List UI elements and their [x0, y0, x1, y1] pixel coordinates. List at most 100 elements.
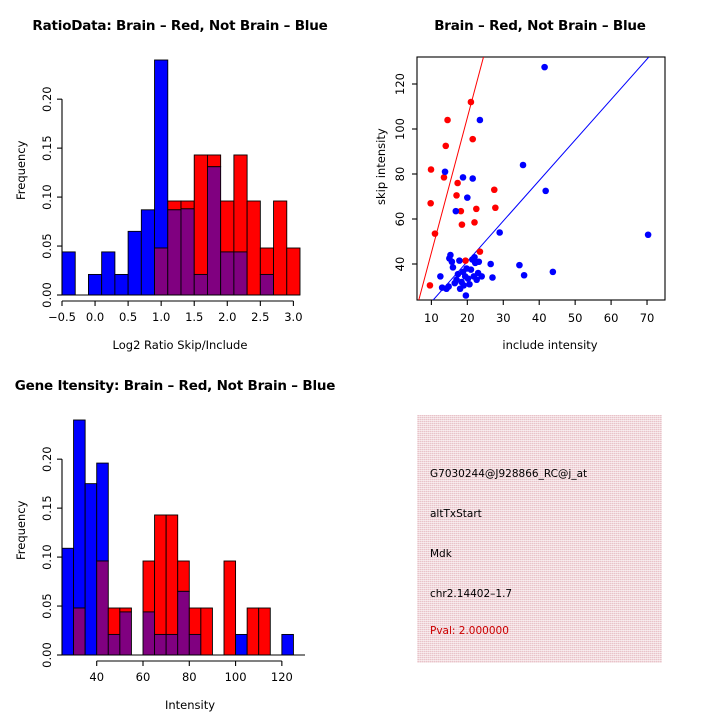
- scatter-content: [418, 57, 652, 300]
- y-tick-label: 0.20: [40, 446, 54, 472]
- x-tick-label: 40: [532, 311, 547, 325]
- x-tick-label: 100: [225, 670, 247, 684]
- scatter-point: [452, 207, 460, 215]
- scatter-point: [473, 276, 480, 284]
- scatter-point: [456, 257, 463, 264]
- scatter-point: [457, 207, 465, 215]
- y-tick-label: 120: [393, 73, 407, 95]
- scatter-point: [490, 186, 498, 194]
- scatter-point: [449, 264, 457, 271]
- scatter-point: [454, 179, 461, 187]
- scatter-point: [516, 261, 523, 269]
- scatter-point: [431, 230, 439, 237]
- scatter-point: [448, 258, 456, 266]
- histogram-bar: [127, 230, 142, 296]
- histogram-bar-overlap: [167, 209, 182, 296]
- y-tick-label: 0.05: [40, 593, 54, 619]
- histogram-bar-overlap: [188, 633, 202, 656]
- brain-fit-line: [418, 57, 484, 300]
- histogram-bar: [114, 273, 129, 296]
- scatter-point: [542, 187, 549, 195]
- histogram-bar: [281, 633, 294, 656]
- histogram-bar-overlap: [177, 590, 190, 656]
- ratio-histogram-plot: 0.00 0.05 0.10 0.15 0.20 −0.5 0.0 0.5 1.0 1.5 2.0 2…: [40, 59, 303, 324]
- scatter-point: [462, 292, 470, 299]
- scatter-point: [476, 248, 484, 255]
- scatter-point: [489, 274, 496, 281]
- x-tick-label: 120: [271, 670, 293, 684]
- y-tick-label: 0.15: [40, 135, 54, 161]
- histogram-bar: [259, 247, 275, 275]
- y-tick-label: 0.00: [40, 282, 54, 308]
- histogram-bar-overlap: [107, 633, 121, 656]
- histogram-bar: [200, 607, 213, 656]
- scatter-point: [447, 251, 454, 259]
- histogram-bar: [101, 251, 116, 296]
- info-event-type: altTxStart: [430, 508, 482, 520]
- x-tick-label: 0.5: [119, 310, 137, 324]
- y-tick-label: 0.10: [40, 544, 54, 570]
- panel-info: G7030244@J928866_RC@j_at altTxStart Mdk …: [360, 360, 720, 720]
- histogram-bar-overlap: [119, 611, 132, 656]
- histogram-bar-overlap: [73, 607, 86, 656]
- x-tick-label: 30: [496, 311, 511, 325]
- histogram-bar: [154, 59, 169, 249]
- scatter-point: [426, 282, 434, 289]
- info-probe-id: G7030244@J928866_RC@j_at: [430, 468, 588, 480]
- y-tick-label: 0.05: [40, 233, 54, 259]
- scatter-point: [462, 257, 469, 264]
- panel-gene-histogram: Gene Itensity: Brain – Red, Not Brain – …: [0, 360, 360, 720]
- scatter-point: [445, 283, 452, 290]
- histogram-bar: [107, 607, 121, 635]
- histogram-bar: [233, 154, 248, 253]
- x-tick-label: 80: [182, 670, 197, 684]
- scatter-point: [492, 204, 499, 212]
- scatter-point: [475, 258, 483, 266]
- y-tick-label: 60: [393, 212, 407, 227]
- scatter-point: [460, 282, 468, 289]
- x-tick-label: 2.0: [218, 310, 236, 324]
- scatter-point: [458, 221, 466, 228]
- scatter-point: [441, 168, 449, 176]
- x-tick-label: 1.0: [152, 310, 170, 324]
- scatter-point: [467, 266, 475, 273]
- y-tick-label: 0.10: [40, 184, 54, 210]
- histogram-bar-overlap: [142, 611, 156, 656]
- histogram-bar: [258, 607, 271, 656]
- histogram-bar-overlap: [96, 560, 109, 656]
- x-tick-label: 50: [568, 311, 583, 325]
- histogram-bar-overlap: [154, 247, 169, 296]
- ratio-histogram-title: RatioData: Brain – Red, Not Brain – Blue: [32, 18, 328, 34]
- histogram-bar: [177, 560, 190, 592]
- histogram-bar: [87, 273, 103, 296]
- gene-histogram-title: Gene Itensity: Brain – Red, Not Brain – …: [14, 378, 336, 394]
- x-tick-label: 3.0: [284, 310, 302, 324]
- scatter-point: [476, 116, 484, 124]
- scatter-point: [473, 205, 480, 213]
- y-tick-label: 0.15: [40, 495, 54, 521]
- x-tick-label: 60: [136, 670, 151, 684]
- histogram-bars: [61, 59, 301, 296]
- x-tick-label: 2.5: [251, 310, 269, 324]
- scatter-point: [471, 253, 478, 261]
- histogram-bar-overlap: [259, 273, 275, 296]
- panel-scatter: Brain – Red, Not Brain – Blue skip inten…: [360, 0, 720, 360]
- y-tick-label: 0.20: [40, 86, 54, 112]
- x-tick-label: 10: [424, 311, 439, 325]
- scatter-point: [644, 231, 652, 239]
- histogram-bar: [84, 483, 98, 656]
- histogram-bar: [273, 200, 288, 296]
- y-tick-label: 80: [393, 167, 407, 182]
- histogram-bar: [246, 200, 261, 296]
- x-tick-label: 70: [640, 311, 655, 325]
- histogram-bar: [61, 251, 76, 296]
- scatter-plot: 10 20 30 40 50 60 70 40 60 80 100 120: [393, 56, 666, 325]
- histogram-bar: [165, 514, 179, 635]
- histogram-bar: [220, 200, 235, 253]
- scatter-point: [454, 270, 462, 278]
- histogram-bar: [223, 560, 237, 656]
- scatter-point: [464, 275, 472, 282]
- scatter-point: [520, 271, 528, 279]
- x-tick-label: 40: [89, 670, 104, 684]
- scatter-point: [459, 174, 467, 181]
